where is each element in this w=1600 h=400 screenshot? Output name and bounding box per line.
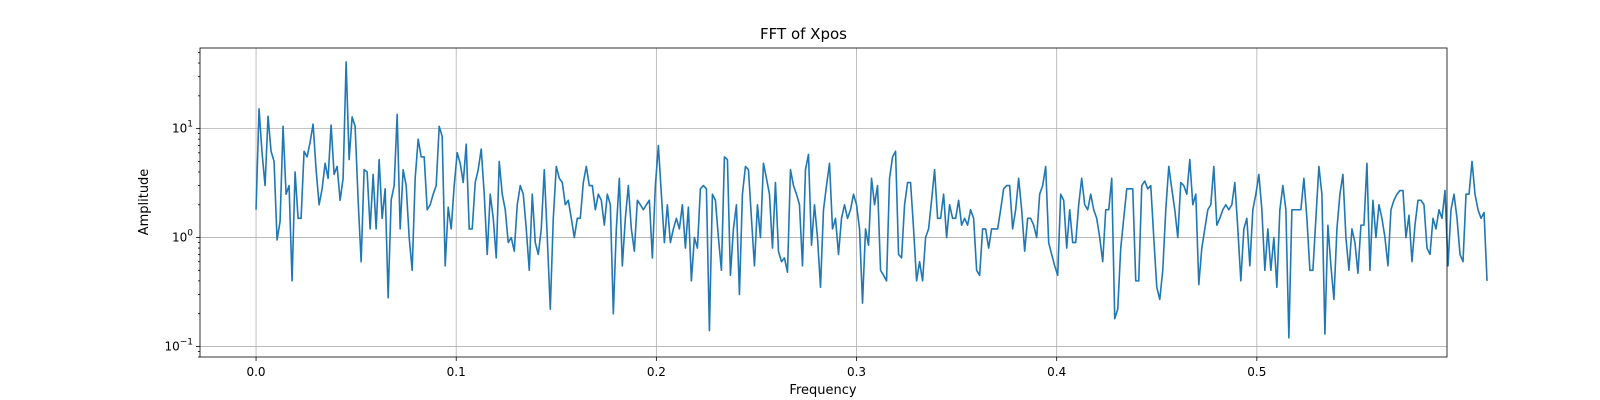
x-axis-label: Frequency (789, 383, 856, 398)
x-tick-label: 0.2 (647, 365, 666, 379)
chart-title: FFT of Xpos (760, 25, 847, 43)
grid-lines (200, 48, 1447, 357)
plot-area (255, 61, 1488, 339)
x-tick-label: 0.5 (1247, 365, 1266, 379)
x-axis: 0.0 0.1 0.2 0.3 0.4 0.5 (246, 357, 1266, 379)
x-tick-label: 0.3 (847, 365, 866, 379)
y-axis-label: Amplitude (137, 169, 152, 236)
y-tick-label: 101 (172, 120, 193, 136)
series-line (255, 61, 1488, 339)
axes-frame (199, 47, 1448, 358)
x-tick-label: 0.0 (246, 365, 265, 379)
x-tick-label: 0.4 (1047, 365, 1066, 379)
y-tick-label: 10−1 (164, 337, 193, 353)
y-axis: 10−1 100 101 (164, 52, 200, 358)
y-tick-label: 100 (172, 229, 193, 245)
x-tick-label: 0.1 (447, 365, 466, 379)
